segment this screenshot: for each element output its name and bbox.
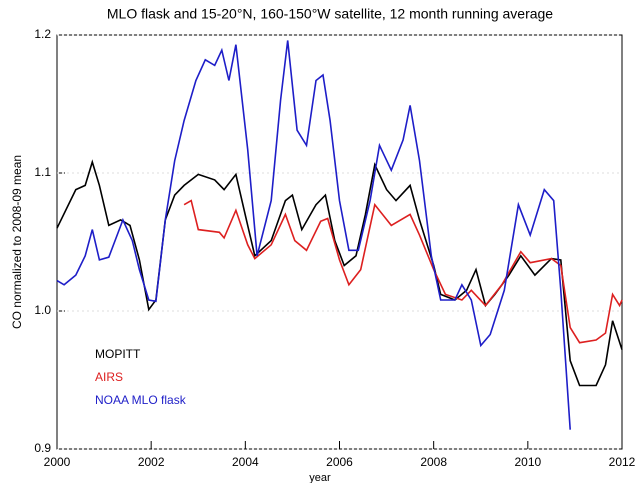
- y-tick-label: 1.0: [34, 303, 51, 317]
- x-tick-label: 2002: [138, 455, 165, 469]
- legend-entry: MOPITT: [95, 347, 141, 361]
- legend-entry: AIRS: [95, 370, 123, 384]
- y-axis-label: CO normalized to 2008-09 mean: [10, 155, 24, 329]
- y-tick-label: 1.2: [34, 27, 51, 41]
- x-tick-label: 2010: [514, 455, 541, 469]
- y-tick-label: 1.1: [34, 165, 51, 179]
- chart-title: MLO flask and 15-20°N, 160-150°W satelli…: [107, 6, 553, 22]
- series-line: [56, 40, 571, 430]
- x-axis-label: year: [309, 472, 331, 483]
- plot-frame: [56, 34, 623, 450]
- legend-entry: NOAA MLO flask: [95, 393, 187, 407]
- series-line: [183, 199, 623, 344]
- x-tick-label: 2000: [44, 455, 71, 469]
- x-tick-label: 2004: [232, 455, 259, 469]
- y-tick-label: 0.9: [34, 441, 51, 455]
- x-tick-label: 2008: [420, 455, 447, 469]
- x-tick-label: 2006: [326, 455, 353, 469]
- x-tick-label: 2012: [609, 455, 636, 469]
